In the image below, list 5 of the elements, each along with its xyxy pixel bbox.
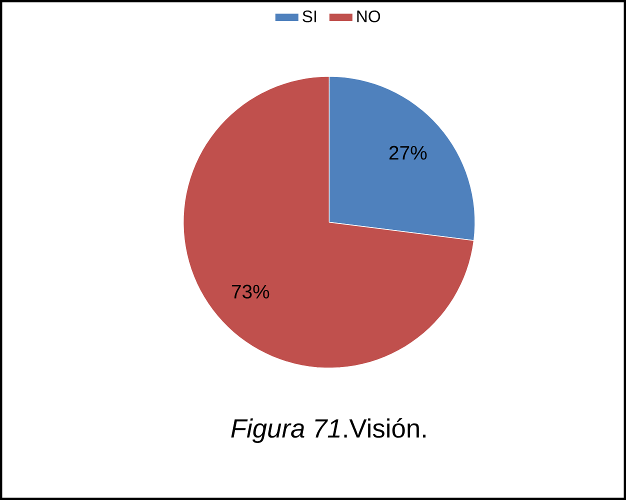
legend-label: NO [357, 10, 380, 22]
legend-label: SI [302, 10, 316, 22]
text: Figura 71.Visión. [231, 418, 426, 443]
data-label: 27% [389, 146, 427, 160]
data-label: 73% [232, 284, 270, 299]
